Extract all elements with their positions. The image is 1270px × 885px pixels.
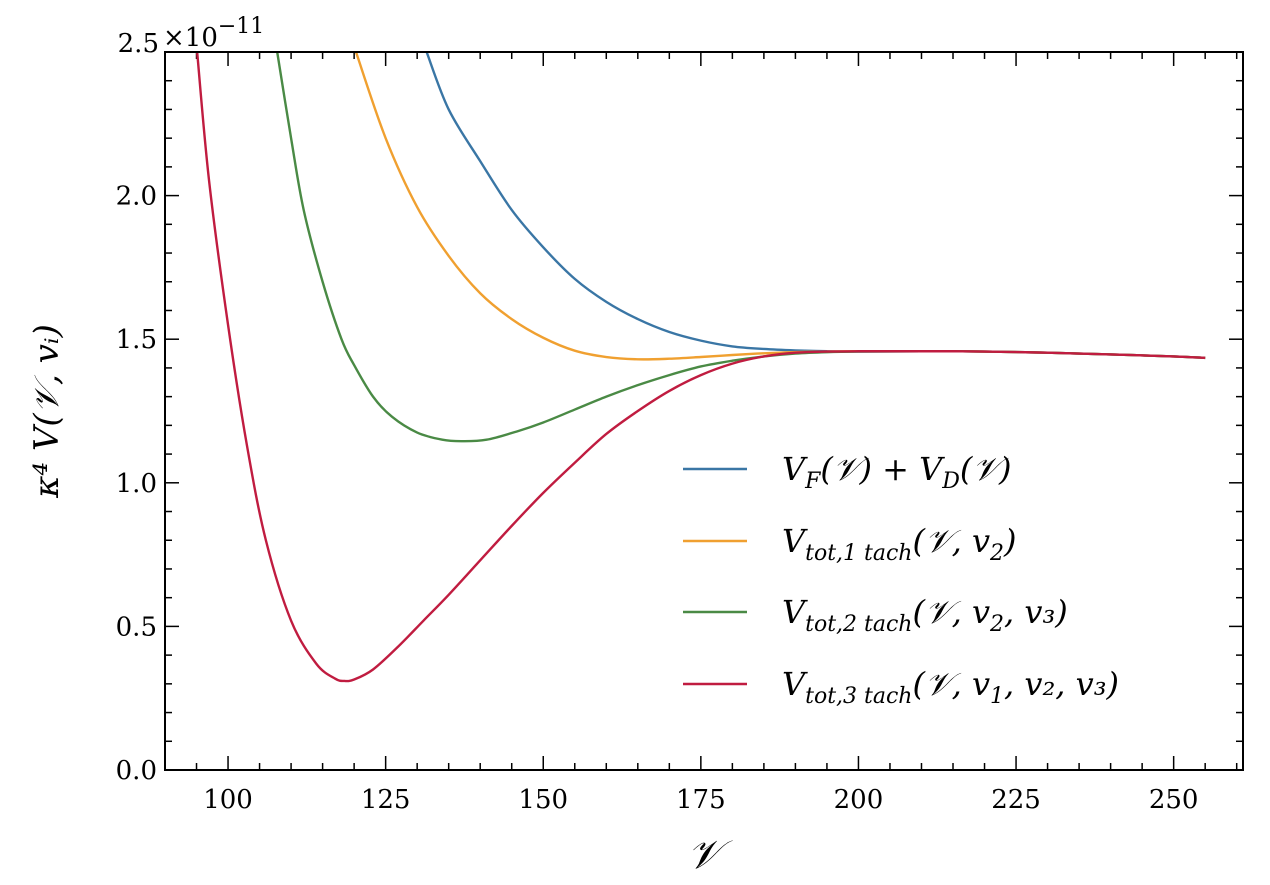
series-layer <box>195 52 1206 683</box>
x-axis-label: 𝒱 <box>687 832 733 878</box>
y-tick-label: 2.0 <box>116 182 157 212</box>
y-offset-text: ×10−11 <box>163 14 264 53</box>
legend-label-4: Vtot,3 tach(𝒱, v1, v₂, v₃) <box>782 665 1119 709</box>
series-line-2 <box>354 52 1206 361</box>
x-tick-label: 225 <box>991 785 1041 815</box>
y-tick-label: 1.0 <box>116 469 157 499</box>
y-tick-label: 1.5 <box>116 325 157 355</box>
svg-text:×10−11: ×10−11 <box>163 14 264 53</box>
legend-entry-1: VF(𝒱) + VD(𝒱) <box>683 450 1012 494</box>
x-tick-label: 200 <box>834 785 884 815</box>
legend-entry-2: Vtot,1 tach(𝒱, v2) <box>683 522 1017 566</box>
y-tick-label: 2.5 <box>118 29 159 59</box>
y-axis-label: κ⁴ V(𝒱, vᵢ) <box>27 324 67 499</box>
y-offset-exponent: −11 <box>218 14 264 39</box>
legend-label-3: Vtot,2 tach(𝒱, v2, v₃) <box>782 593 1068 637</box>
y-tick-label: 0.0 <box>116 756 157 786</box>
x-tick-label: 125 <box>361 785 411 815</box>
x-tick-label: 250 <box>1149 785 1199 815</box>
series-line-3 <box>276 52 1206 443</box>
series-line-1 <box>425 52 1206 360</box>
legend-label-1: VF(𝒱) + VD(𝒱) <box>782 450 1012 494</box>
x-tick-label: 150 <box>518 785 568 815</box>
x-tick-label: 175 <box>676 785 726 815</box>
y-offset-times: ×10 <box>163 23 218 53</box>
ticks-layer <box>165 51 1243 771</box>
plot-frame <box>164 51 1244 771</box>
series-line-4 <box>195 52 1206 683</box>
legend-entry-3: Vtot,2 tach(𝒱, v2, v₃) <box>683 593 1068 637</box>
legend-entry-4: Vtot,3 tach(𝒱, v1, v₂, v₃) <box>683 665 1119 709</box>
y-tick-label: 0.5 <box>116 612 157 642</box>
legend-label-2: Vtot,1 tach(𝒱, v2) <box>782 522 1017 566</box>
x-tick-label: 100 <box>203 785 253 815</box>
labels-layer: 100 125 150 175 200 225 250 0.0 0.5 1.0 1.5 2.0 2.5 <box>116 29 1199 815</box>
legend: VF(𝒱) + VD(𝒱) Vtot,1 tach(𝒱, v2) Vtot,2 … <box>683 450 1119 709</box>
